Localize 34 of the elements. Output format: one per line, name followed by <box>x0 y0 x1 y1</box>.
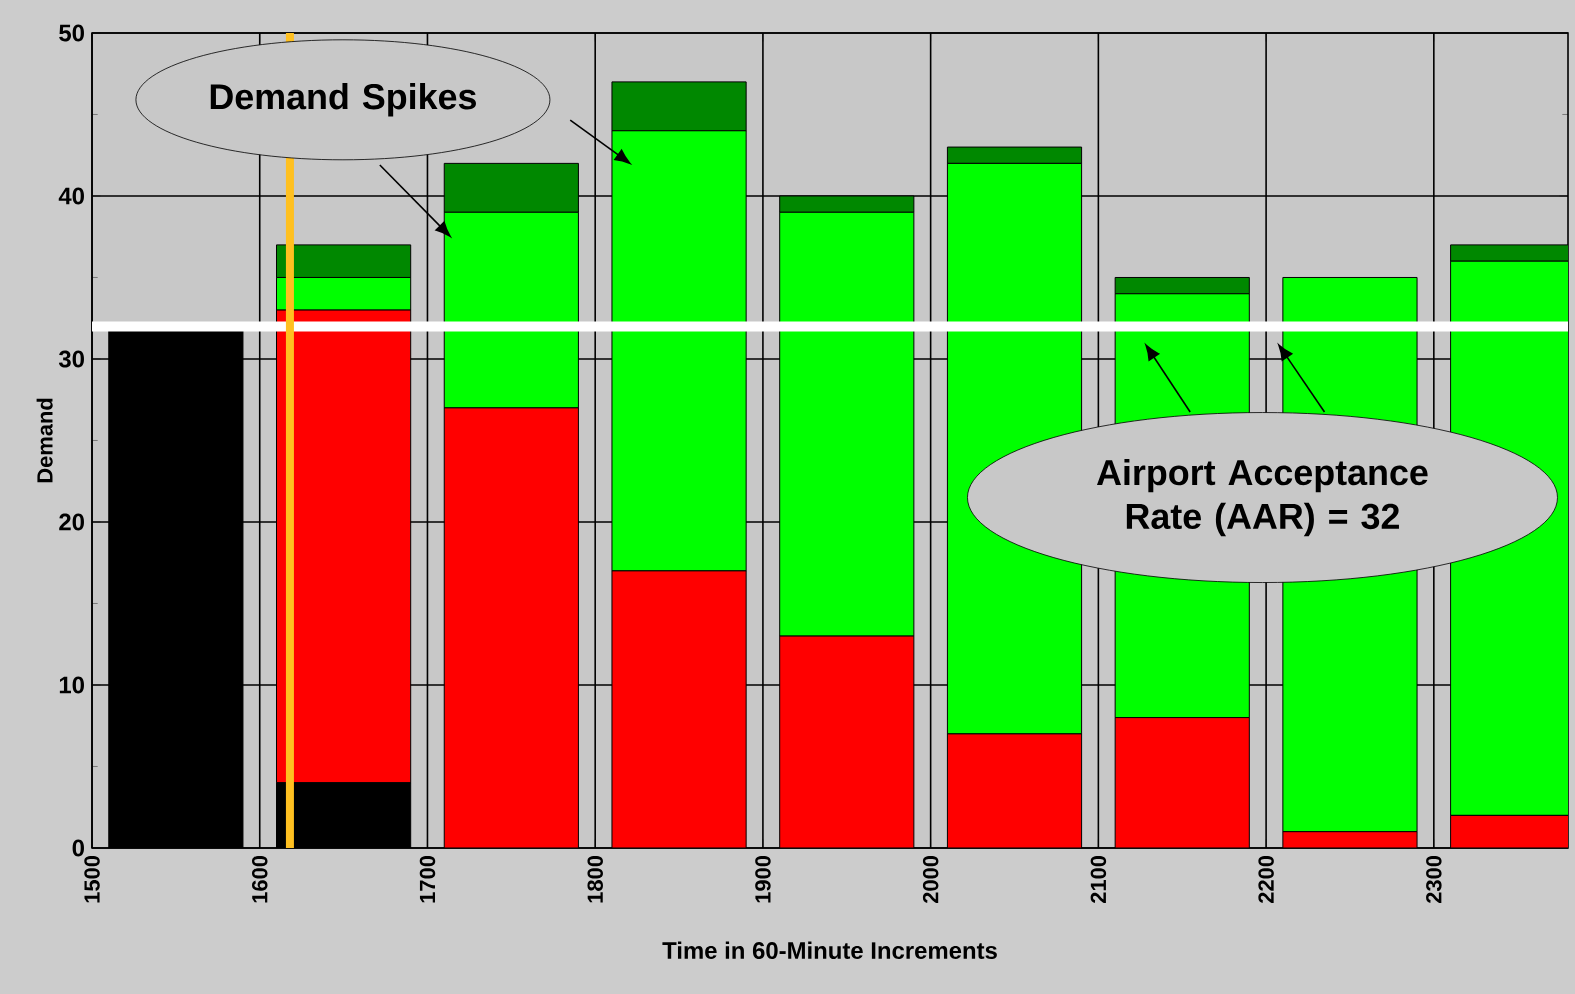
x-tick-label: 1600 <box>252 855 268 903</box>
x-tick-label: 1800 <box>587 855 603 903</box>
x-tick-label: 1900 <box>755 855 771 903</box>
bar <box>443 162 579 213</box>
annotation: Demand Spikes <box>210 83 476 117</box>
bar <box>443 211 579 409</box>
x-tick-label: 2000 <box>922 855 939 904</box>
y-tick-label: 0 <box>72 839 84 857</box>
x-tick-label: 2300 <box>1426 855 1442 904</box>
bar <box>444 407 579 848</box>
bar <box>779 211 915 637</box>
y-axis-title: Demand <box>36 398 53 483</box>
x-tick-label: 2100 <box>1090 855 1107 904</box>
x-tick-label: 1500 <box>84 855 100 903</box>
bar <box>779 195 915 213</box>
y-tick-label: 50 <box>59 24 84 42</box>
bar <box>276 309 412 784</box>
bar <box>779 636 914 848</box>
x-tick-label: 2200 <box>1258 855 1274 904</box>
bar <box>946 146 1083 164</box>
annotation: Airport Acceptance Rate (AAR) = 32 <box>1096 458 1428 537</box>
y-tick-label: 20 <box>59 513 84 531</box>
y-tick-label: 40 <box>58 187 84 205</box>
x-tick-label: 1700 <box>419 855 436 903</box>
y-tick-label: 30 <box>58 350 84 368</box>
y-tick-label: 10 <box>59 676 84 694</box>
bar <box>611 570 747 848</box>
x-axis-title: Time in 60-Minute Increments <box>662 941 997 960</box>
bar <box>947 733 1082 848</box>
bar <box>611 130 747 572</box>
bar <box>1115 717 1250 848</box>
bar <box>1114 276 1250 295</box>
bar <box>611 81 747 132</box>
bar <box>1282 831 1418 848</box>
